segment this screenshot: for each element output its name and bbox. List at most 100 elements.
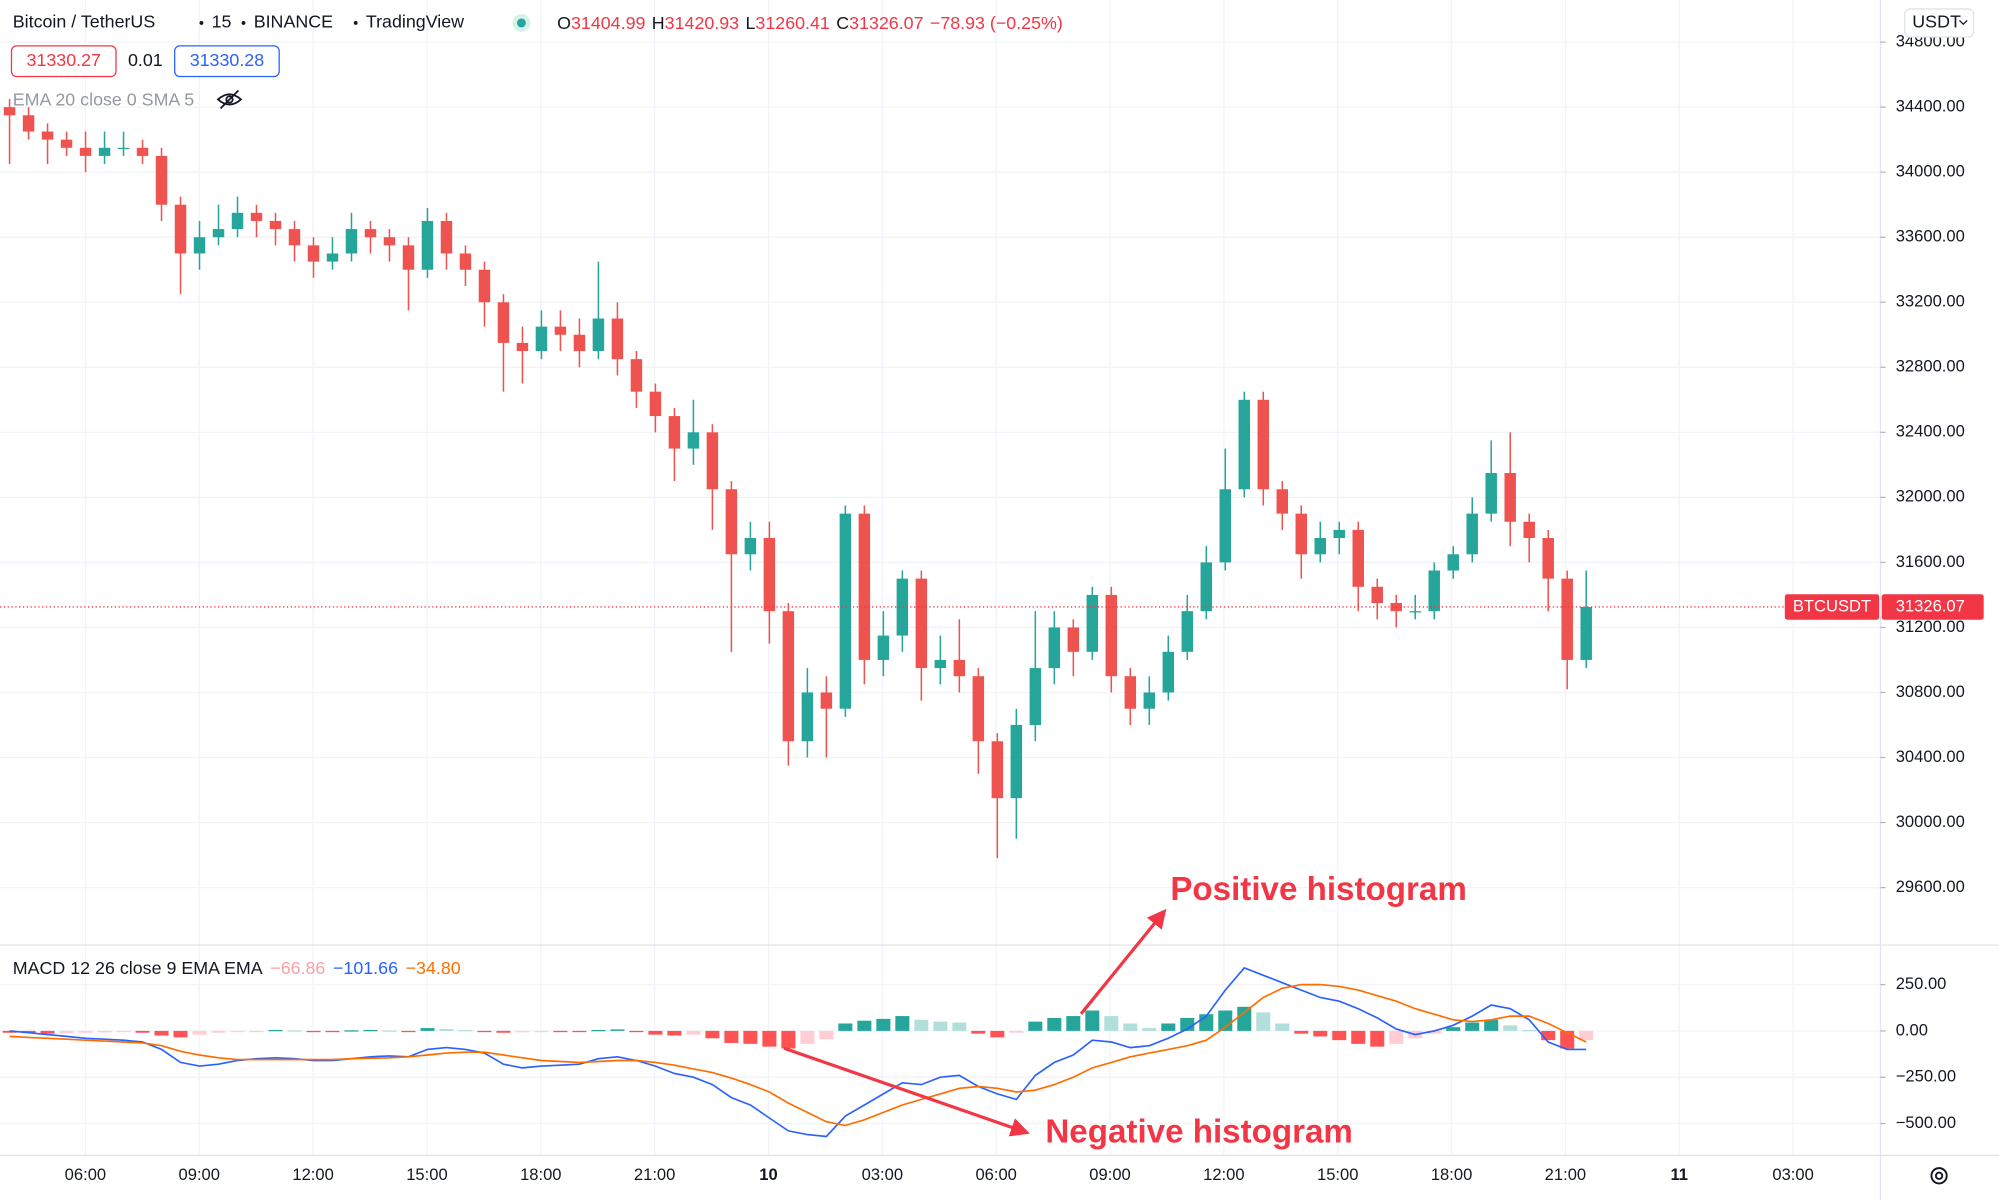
histogram-bar: [591, 1029, 606, 1032]
candle-body: [1219, 489, 1232, 563]
histogram-bar: [268, 1029, 283, 1032]
candle-body: [1124, 676, 1137, 709]
candle-body: [79, 147, 92, 156]
histogram-bar: [1541, 1030, 1556, 1041]
price-tag: [1881, 594, 1984, 620]
histogram-bar: [173, 1030, 188, 1038]
histogram-bar: [1275, 1023, 1290, 1031]
candle-body: [1200, 562, 1213, 612]
candle-body: [706, 432, 719, 490]
candle-body: [155, 155, 168, 205]
source: TradingView: [366, 12, 464, 32]
histogram-bar: [762, 1030, 777, 1047]
histogram-bar: [211, 1030, 226, 1033]
histogram-bar: [686, 1030, 701, 1035]
candle-body: [725, 489, 738, 555]
histogram-bar: [1066, 1016, 1081, 1031]
histogram-bar: [363, 1029, 378, 1032]
symbol-title: Bitcoin / TetherUS: [13, 12, 156, 32]
candle-body: [1257, 399, 1270, 490]
currency: USDT: [1912, 12, 1961, 32]
histogram-bar: [1180, 1017, 1195, 1031]
histogram-bar: [1370, 1030, 1385, 1047]
grid: [0, 0, 1881, 1155]
separator-dot: [199, 21, 204, 25]
y-tick-label: 30000.00: [1896, 812, 1965, 831]
histogram-bar: [59, 1030, 74, 1034]
indicator-legend: EMA 20 close 0 SMA 5: [13, 89, 195, 109]
candle-body: [1086, 594, 1099, 652]
candle-body: [174, 204, 187, 254]
histogram-bar: [667, 1030, 682, 1036]
histogram-bar: [1484, 1019, 1499, 1031]
candle-body: [744, 538, 757, 555]
candle-body: [1314, 538, 1326, 555]
y-tick-label: 32800.00: [1896, 357, 1965, 376]
candle-body: [1352, 529, 1364, 587]
histogram-bar: [344, 1030, 359, 1032]
histogram-bar: [1161, 1023, 1176, 1031]
candle-body: [231, 212, 244, 230]
candle-body: [573, 334, 586, 352]
histogram-bar: [914, 1019, 929, 1031]
candle-body: [1485, 472, 1497, 514]
histogram-bar: [990, 1030, 1005, 1038]
histogram-bar: [1313, 1030, 1328, 1037]
settings-icon[interactable]: [1930, 1167, 1948, 1185]
candle-body: [402, 245, 415, 270]
ohlc-value: 31260.41: [755, 13, 829, 33]
y-tick-label: 33200.00: [1896, 292, 1965, 311]
candle-body: [820, 692, 833, 709]
spread: 0.01: [128, 50, 163, 70]
histogram-bar: [572, 1030, 587, 1033]
x-tick-label: 03:00: [862, 1165, 903, 1184]
candle-body: [136, 147, 149, 156]
histogram-bar: [1123, 1023, 1138, 1031]
y-tick-label: 29600.00: [1896, 877, 1965, 896]
histogram-bar: [1009, 1030, 1024, 1033]
candle-body: [1504, 472, 1516, 522]
histogram-bar: [1446, 1027, 1461, 1031]
candle-body: [250, 212, 263, 221]
buy-badge[interactable]: [174, 45, 280, 78]
candle-body: [98, 147, 111, 156]
candle-body: [649, 391, 662, 417]
candle-body: [763, 538, 776, 612]
histogram-bar: [1332, 1030, 1347, 1041]
candle-body: [60, 139, 73, 148]
y-tick-label: 0.00: [1896, 1020, 1928, 1039]
candle-body: [1561, 578, 1573, 660]
candle-body: [668, 416, 681, 449]
histogram-bar: [819, 1030, 834, 1040]
y-tick-label: 32000.00: [1896, 487, 1965, 506]
y-tick-label: 34000.00: [1896, 162, 1965, 181]
histogram-bar: [534, 1030, 549, 1033]
histogram-bar: [382, 1030, 397, 1032]
candle-body: [1162, 651, 1175, 693]
histogram-bar: [1218, 1010, 1233, 1031]
separator-dot: [241, 21, 246, 25]
y-tick-label: 31600.00: [1896, 552, 1965, 571]
interval: 15: [212, 12, 232, 32]
candle-body: [1333, 529, 1345, 539]
histogram-bar: [439, 1029, 454, 1031]
hide-icon[interactable]: [216, 89, 243, 110]
candle-body: [1238, 399, 1251, 490]
change: −78.93 (−0.25%): [930, 13, 1063, 33]
candle-body: [1276, 489, 1289, 514]
candle-body: [1428, 570, 1440, 612]
x-tick-label: 21:00: [1545, 1165, 1586, 1184]
histogram-bar: [1237, 1006, 1252, 1031]
y-tick-label: 34400.00: [1896, 97, 1965, 116]
y-tick-label: 250.00: [1896, 974, 1947, 993]
candle-body: [326, 253, 339, 262]
y-tick-label: 30800.00: [1896, 682, 1965, 701]
candle-body: [896, 578, 909, 636]
macd-readout: −34.80: [406, 958, 461, 978]
currency-button[interactable]: [1904, 8, 1975, 38]
candle-body: [991, 741, 1004, 799]
candle-body: [801, 692, 814, 742]
sell-badge[interactable]: [10, 45, 117, 78]
